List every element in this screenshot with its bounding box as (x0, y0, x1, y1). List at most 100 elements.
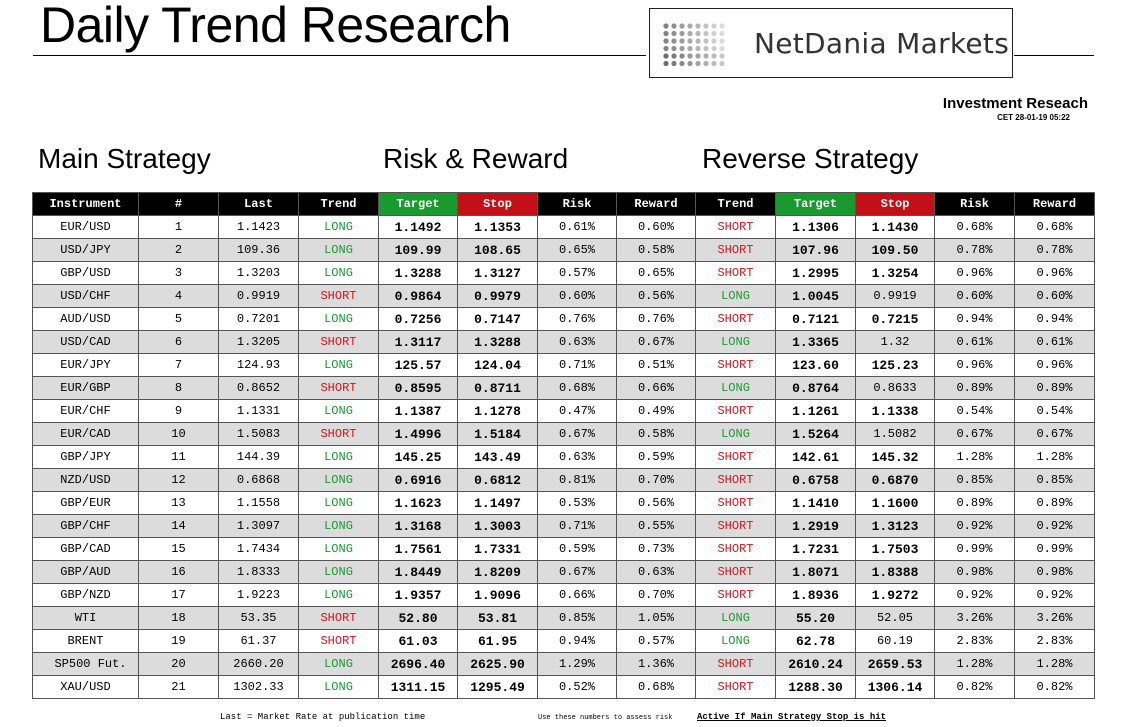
cell-rev-trend: LONG (695, 629, 776, 653)
cell-rev-trend: LONG (695, 376, 776, 400)
section-main-strategy: Main Strategy (38, 143, 211, 174)
cell-rev-stop: 1.32 (855, 330, 935, 354)
cell-stop: 53.81 (457, 606, 538, 630)
cell-risk: 1.29% (537, 652, 617, 676)
logo-dot (695, 38, 701, 44)
cell-last: 1.3097 (218, 514, 299, 538)
table-row: GBP/AUD 16 1.8333 LONG 1.8449 1.8209 0.67% 0.63… (32, 560, 1095, 584)
cell-reward: 0.58% (616, 238, 696, 262)
cell-reward: 0.66% (616, 376, 696, 400)
cell-risk: 0.52% (537, 675, 617, 699)
cell-rev-trend: SHORT (695, 399, 776, 423)
cell-rev-target: 1.0045 (775, 284, 856, 308)
cell-rev-trend: SHORT (695, 652, 776, 676)
cell-rev-reward: 1.28% (1014, 445, 1095, 469)
cell-last: 109.36 (218, 238, 299, 262)
cell-rev-risk: 0.96% (934, 261, 1015, 285)
cell-reward: 0.67% (616, 330, 696, 354)
cell-instrument: GBP/CAD (32, 537, 139, 561)
cell-rev-risk: 3.26% (934, 606, 1015, 630)
cell-rev-stop: 1306.14 (855, 675, 935, 699)
logo-dot (695, 30, 701, 37)
cell-target: 145.25 (378, 445, 458, 469)
cell-rev-target: 1.1410 (775, 491, 856, 515)
cell-rev-risk: 0.98% (934, 560, 1015, 584)
cell-last: 1.8333 (218, 560, 299, 584)
cell-stop: 124.04 (457, 353, 538, 377)
cell-trend: LONG (298, 652, 379, 676)
cell-stop: 143.49 (457, 445, 538, 469)
cell-last: 1.9223 (218, 583, 299, 607)
cell-number: 10 (138, 422, 219, 446)
cell-rev-risk: 0.54% (934, 399, 1015, 423)
cell-stop: 2625.90 (457, 652, 538, 676)
cell-rev-risk: 0.60% (934, 284, 1015, 308)
cell-instrument: GBP/JPY (32, 445, 139, 469)
cell-reward: 0.70% (616, 468, 696, 492)
logo-dot (687, 38, 693, 44)
cell-rev-trend: LONG (695, 606, 776, 630)
cell-number: 18 (138, 606, 219, 630)
logo-dot (671, 53, 677, 59)
cell-rev-trend: SHORT (695, 468, 776, 492)
cell-trend: LONG (298, 353, 379, 377)
logo-dot (711, 38, 717, 44)
table-row: USD/JPY 2 109.36 LONG 109.99 108.65 0.65% 0.58%… (32, 238, 1095, 262)
cell-target: 1.8449 (378, 560, 458, 584)
cell-rev-reward: 0.94% (1014, 307, 1095, 331)
cell-reward: 0.55% (616, 514, 696, 538)
cell-rev-risk: 0.85% (934, 468, 1015, 492)
title-underline (33, 55, 646, 56)
cell-rev-target: 1.1306 (775, 215, 856, 239)
cell-rev-risk: 0.89% (934, 376, 1015, 400)
logo-dot (719, 45, 725, 52)
logo-dot (687, 45, 693, 52)
logo-dot (703, 45, 709, 52)
cell-target: 2696.40 (378, 652, 458, 676)
cell-trend: LONG (298, 675, 379, 699)
cell-trend: SHORT (298, 284, 379, 308)
table-row: NZD/USD 12 0.6868 LONG 0.6916 0.6812 0.81% 0.70… (32, 468, 1095, 492)
table-row: GBP/EUR 13 1.1558 LONG 1.1623 1.1497 0.53% 0.56… (32, 491, 1095, 515)
cell-rev-reward: 0.54% (1014, 399, 1095, 423)
cell-rev-risk: 0.99% (934, 537, 1015, 561)
cell-rev-stop: 125.23 (855, 353, 935, 377)
logo-dot (671, 38, 677, 44)
cell-stop: 0.8711 (457, 376, 538, 400)
section-risk-reward: Risk & Reward (383, 143, 569, 174)
logo-dot (663, 30, 669, 37)
table-row: EUR/CAD 10 1.5083 SHORT 1.4996 1.5184 0.67% 0.5… (32, 422, 1095, 446)
cell-rev-trend: LONG (695, 284, 776, 308)
logo-dot (671, 45, 677, 52)
logo-dot (719, 38, 725, 44)
cell-rev-trend: SHORT (695, 583, 776, 607)
cell-risk: 0.67% (537, 560, 617, 584)
cell-rev-target: 142.61 (775, 445, 856, 469)
cell-target: 0.7256 (378, 307, 458, 331)
cell-reward: 0.51% (616, 353, 696, 377)
cell-trend: LONG (298, 215, 379, 239)
cell-rev-stop: 0.9919 (855, 284, 935, 308)
cell-risk: 0.71% (537, 514, 617, 538)
cell-instrument: EUR/GBP (32, 376, 139, 400)
dots-logo-icon (663, 23, 725, 67)
cell-rev-target: 0.7121 (775, 307, 856, 331)
cell-rev-stop: 1.8388 (855, 560, 935, 584)
cell-rev-reward: 0.92% (1014, 514, 1095, 538)
cell-rev-stop: 109.50 (855, 238, 935, 262)
logo-dot (663, 53, 669, 59)
column-header-trend: Trend (298, 192, 379, 216)
logo-dot (719, 23, 725, 29)
logo-dot (679, 53, 685, 59)
cell-last: 0.8652 (218, 376, 299, 400)
logo-dot (687, 30, 693, 37)
cell-stop: 1.3288 (457, 330, 538, 354)
cell-risk: 0.71% (537, 353, 617, 377)
cell-rev-stop: 145.32 (855, 445, 935, 469)
cell-reward: 0.63% (616, 560, 696, 584)
cell-rev-target: 1288.30 (775, 675, 856, 699)
page-title: Daily Trend Research (40, 0, 511, 53)
cell-trend: LONG (298, 307, 379, 331)
cell-rev-reward: 0.85% (1014, 468, 1095, 492)
column-header-rev-stop: Stop (855, 192, 935, 216)
